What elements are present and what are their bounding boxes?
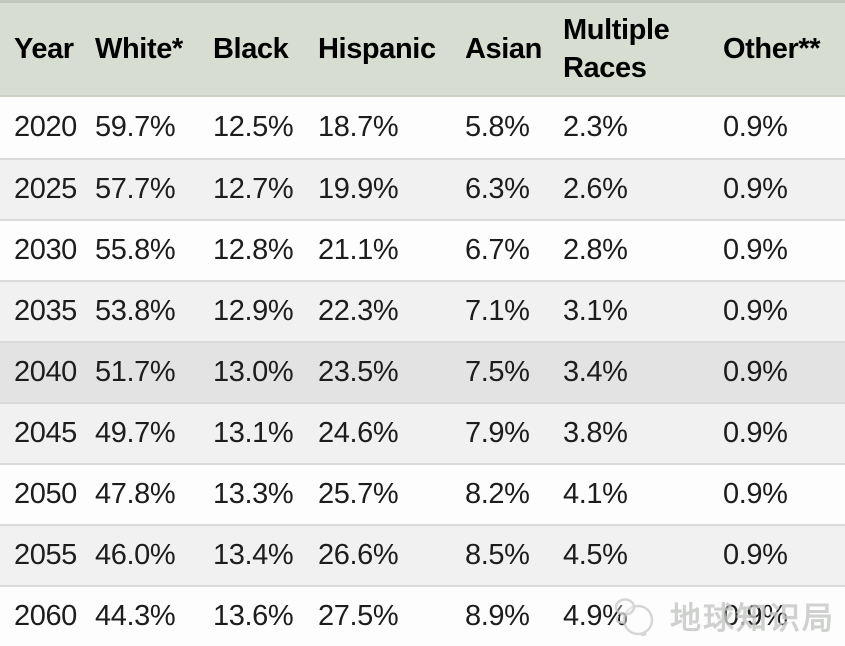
table-cell: 22.3% bbox=[318, 295, 399, 327]
table-cell: 26.6% bbox=[318, 539, 399, 571]
table-cell: 6.7% bbox=[465, 234, 530, 266]
column-header-multiple-races: Multiple Races bbox=[563, 13, 670, 84]
table-cell: 51.7% bbox=[95, 356, 176, 388]
table-cell: 55.8% bbox=[95, 234, 176, 266]
table-cell: 0.9% bbox=[723, 600, 788, 632]
table-cell: 13.3% bbox=[213, 478, 294, 510]
column-header-other: Other** bbox=[723, 32, 821, 65]
year-cell: 2045 bbox=[14, 417, 77, 449]
table-cell: 0.9% bbox=[723, 539, 788, 571]
table-cell: 8.9% bbox=[465, 600, 530, 632]
table-cell: 57.7% bbox=[95, 173, 176, 205]
table-cell: 12.5% bbox=[213, 111, 294, 143]
table-cell: 2.8% bbox=[563, 234, 628, 266]
table-cell: 8.5% bbox=[465, 539, 530, 571]
table-cell: 44.3% bbox=[95, 600, 176, 632]
table-cell: 21.1% bbox=[318, 234, 399, 266]
table-row-2025: 2025 57.7% 12.7% 19.9% 6.3% 2.6% 0.9% bbox=[0, 158, 845, 219]
column-header-hispanic: Hispanic bbox=[318, 32, 436, 65]
table-cell: 2.6% bbox=[563, 173, 628, 205]
table-cell: 27.5% bbox=[318, 600, 399, 632]
column-header-white: White* bbox=[95, 32, 183, 65]
table-header-row: Year White* Black Hispanic Asian Multipl… bbox=[0, 0, 845, 97]
table-cell: 12.8% bbox=[213, 234, 294, 266]
column-header-black: Black bbox=[213, 32, 289, 65]
table-cell: 8.2% bbox=[465, 478, 530, 510]
year-cell: 2060 bbox=[14, 600, 77, 632]
table-cell: 23.5% bbox=[318, 356, 399, 388]
table-cell: 49.7% bbox=[95, 417, 176, 449]
table-row-2050: 2050 47.8% 13.3% 25.7% 8.2% 4.1% 0.9% bbox=[0, 463, 845, 524]
table-cell: 13.4% bbox=[213, 539, 294, 571]
table-cell: 0.9% bbox=[723, 295, 788, 327]
table-row-2040-highlighted: 2040 51.7% 13.0% 23.5% 7.5% 3.4% 0.9% bbox=[0, 341, 845, 402]
table-cell: 46.0% bbox=[95, 539, 176, 571]
table-cell: 25.7% bbox=[318, 478, 399, 510]
table-cell: 3.1% bbox=[563, 295, 628, 327]
year-cell: 2025 bbox=[14, 173, 77, 205]
table-cell: 0.9% bbox=[723, 356, 788, 388]
table-cell: 13.1% bbox=[213, 417, 294, 449]
table-cell: 6.3% bbox=[465, 173, 530, 205]
year-cell: 2040 bbox=[14, 356, 77, 388]
table-cell: 47.8% bbox=[95, 478, 176, 510]
table-cell: 19.9% bbox=[318, 173, 399, 205]
table-cell: 53.8% bbox=[95, 295, 176, 327]
table-cell: 4.5% bbox=[563, 539, 628, 571]
table-cell: 0.9% bbox=[723, 478, 788, 510]
table-row-2060: 2060 44.3% 13.6% 27.5% 8.9% 4.9% 0.9% bbox=[0, 585, 845, 646]
table-cell: 3.4% bbox=[563, 356, 628, 388]
table-cell: 0.9% bbox=[723, 173, 788, 205]
table-cell: 4.9% bbox=[563, 600, 628, 632]
table-cell: 0.9% bbox=[723, 417, 788, 449]
column-header-asian: Asian bbox=[465, 32, 542, 65]
year-cell: 2020 bbox=[14, 111, 77, 143]
table-cell: 5.8% bbox=[465, 111, 530, 143]
table-row-2020: 2020 59.7% 12.5% 18.7% 5.8% 2.3% 0.9% bbox=[0, 97, 845, 158]
year-cell: 2055 bbox=[14, 539, 77, 571]
table-cell: 0.9% bbox=[723, 111, 788, 143]
table-cell: 13.0% bbox=[213, 356, 294, 388]
table-cell: 13.6% bbox=[213, 600, 294, 632]
table-cell: 7.1% bbox=[465, 295, 530, 327]
table-row-2045: 2045 49.7% 13.1% 24.6% 7.9% 3.8% 0.9% bbox=[0, 402, 845, 463]
table-cell: 3.8% bbox=[563, 417, 628, 449]
year-cell: 2050 bbox=[14, 478, 77, 510]
table-cell: 0.9% bbox=[723, 234, 788, 266]
column-header-year: Year bbox=[14, 32, 74, 65]
table-cell: 2.3% bbox=[563, 111, 628, 143]
year-cell: 2030 bbox=[14, 234, 77, 266]
table-cell: 12.7% bbox=[213, 173, 294, 205]
table-cell: 12.9% bbox=[213, 295, 294, 327]
table-cell: 59.7% bbox=[95, 111, 176, 143]
table-cell: 24.6% bbox=[318, 417, 399, 449]
table-row-2035: 2035 53.8% 12.9% 22.3% 7.1% 3.1% 0.9% bbox=[0, 280, 845, 341]
table-row-2030: 2030 55.8% 12.8% 21.1% 6.7% 2.8% 0.9% bbox=[0, 219, 845, 280]
table-cell: 7.9% bbox=[465, 417, 530, 449]
table-cell: 4.1% bbox=[563, 478, 628, 510]
table-cell: 18.7% bbox=[318, 111, 399, 143]
table-cell: 7.5% bbox=[465, 356, 530, 388]
year-cell: 2035 bbox=[14, 295, 77, 327]
table-row-2055: 2055 46.0% 13.4% 26.6% 8.5% 4.5% 0.9% bbox=[0, 524, 845, 585]
